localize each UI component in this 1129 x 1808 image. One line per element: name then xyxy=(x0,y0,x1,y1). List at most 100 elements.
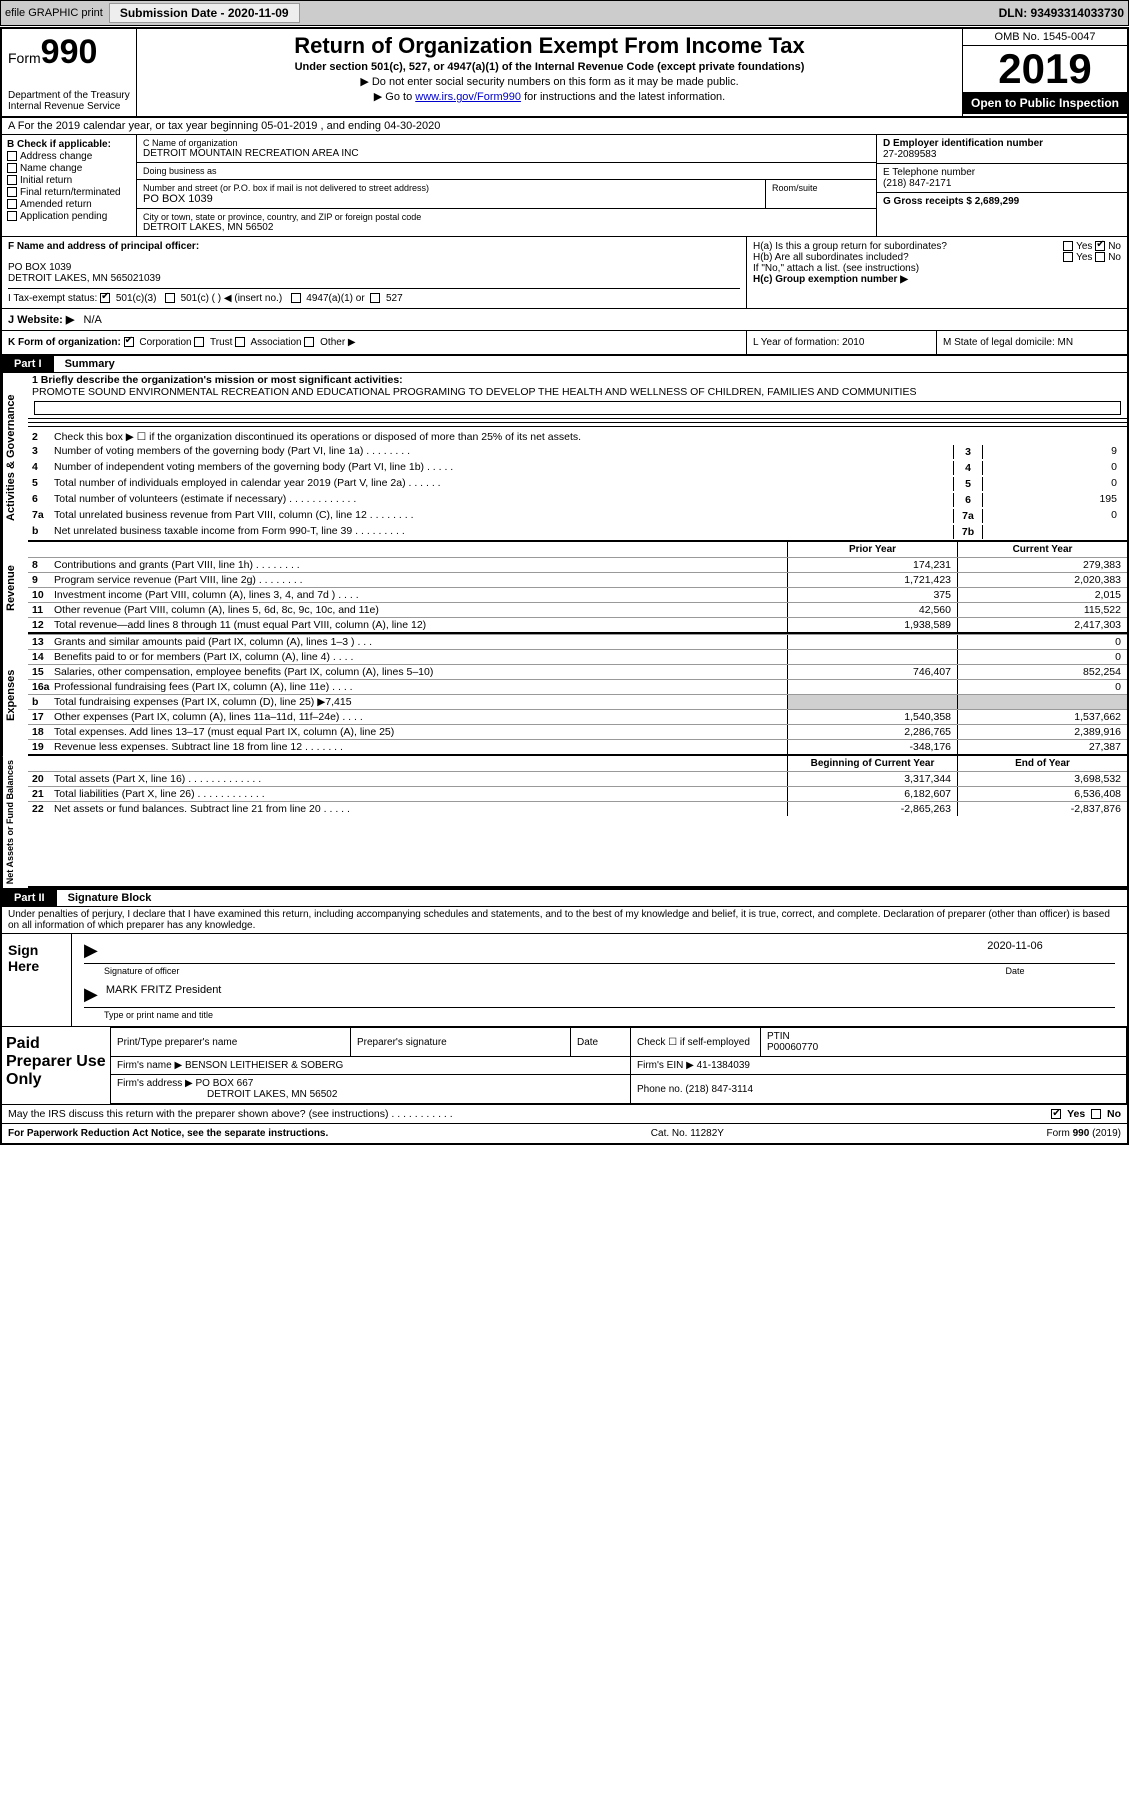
financial-line: 22Net assets or fund balances. Subtract … xyxy=(28,801,1127,816)
current-year-header: Current Year xyxy=(957,542,1127,557)
net-assets-side: Net Assets or Fund Balances xyxy=(2,756,28,888)
submission-date-button[interactable]: Submission Date - 2020-11-09 xyxy=(109,3,300,23)
financial-line: 13Grants and similar amounts paid (Part … xyxy=(28,634,1127,649)
financial-line: 19Revenue less expenses. Subtract line 1… xyxy=(28,739,1127,754)
street-label: Number and street (or P.O. box if mail i… xyxy=(143,183,759,193)
trust-checkbox[interactable] xyxy=(194,337,204,347)
financial-line: 9Program service revenue (Part VIII, lin… xyxy=(28,572,1127,587)
financial-line: 20Total assets (Part X, line 16) . . . .… xyxy=(28,771,1127,786)
501c3-checkbox[interactable] xyxy=(100,293,110,303)
corporation-checkbox[interactable] xyxy=(124,337,134,347)
firm-name: BENSON LEITHEISER & SOBERG xyxy=(185,1060,343,1071)
hb-no-checkbox[interactable] xyxy=(1095,252,1105,262)
firm-ein: 41-1384039 xyxy=(697,1060,750,1071)
inspection-badge: Open to Public Inspection xyxy=(963,92,1127,114)
paperwork-notice: For Paperwork Reduction Act Notice, see … xyxy=(8,1128,328,1139)
tax-year-row: A For the 2019 calendar year, or tax yea… xyxy=(2,118,1127,135)
sig-officer-label: Signature of officer xyxy=(104,966,179,976)
preparer-table: Print/Type preparer's name Preparer's si… xyxy=(110,1027,1127,1104)
discuss-yes-checkbox[interactable] xyxy=(1051,1109,1061,1119)
initial-return-checkbox[interactable] xyxy=(7,175,17,185)
sign-date: 2020-11-06 xyxy=(915,940,1115,961)
expenses-side: Expenses xyxy=(2,634,28,756)
summary-line: 5Total number of individuals employed in… xyxy=(28,476,1127,492)
end-year-header: End of Year xyxy=(957,756,1127,771)
instructions-link[interactable]: www.irs.gov/Form990 xyxy=(415,91,521,103)
part2-header: Part II xyxy=(2,890,57,906)
sign-here-label: Sign Here xyxy=(2,934,72,1026)
phone-value: (218) 847-2171 xyxy=(883,178,1121,189)
summary-line: 4Number of independent voting members of… xyxy=(28,460,1127,476)
summary-line: 3Number of voting members of the governi… xyxy=(28,444,1127,460)
begin-year-header: Beginning of Current Year xyxy=(787,756,957,771)
line-2: Check this box ▶ ☐ if the organization d… xyxy=(54,431,1123,443)
instructions-note: ▶ Go to www.irs.gov/Form990 for instruct… xyxy=(145,90,954,103)
discuss-row: May the IRS discuss this return with the… xyxy=(2,1104,1127,1123)
website-row: J Website: ▶ N/A xyxy=(2,308,1127,330)
mission-label: 1 Briefly describe the organization's mi… xyxy=(32,374,403,386)
other-checkbox[interactable] xyxy=(304,337,314,347)
ha-yes-checkbox[interactable] xyxy=(1063,241,1073,251)
prior-year-header: Prior Year xyxy=(787,542,957,557)
address-change-checkbox[interactable] xyxy=(7,151,17,161)
association-checkbox[interactable] xyxy=(235,337,245,347)
firm-address: PO BOX 667 xyxy=(196,1078,254,1089)
ha-no-checkbox[interactable] xyxy=(1095,241,1105,251)
part1-header: Part I xyxy=(2,356,54,372)
top-toolbar: efile GRAPHIC print Submission Date - 20… xyxy=(0,0,1129,26)
efile-label: efile GRAPHIC print xyxy=(5,7,103,19)
527-checkbox[interactable] xyxy=(370,293,380,303)
final-return-checkbox[interactable] xyxy=(7,187,17,197)
4947-checkbox[interactable] xyxy=(291,293,301,303)
box-g: G Gross receipts $ 2,689,299 xyxy=(877,193,1127,210)
part1-title: Summary xyxy=(57,358,115,370)
summary-line: 7aTotal unrelated business revenue from … xyxy=(28,508,1127,524)
form-subtitle: Under section 501(c), 527, or 4947(a)(1)… xyxy=(145,61,954,73)
discuss-no-checkbox[interactable] xyxy=(1091,1109,1101,1119)
cat-number: Cat. No. 11282Y xyxy=(651,1128,724,1139)
financial-line: 18Total expenses. Add lines 13–17 (must … xyxy=(28,724,1127,739)
org-name-label: C Name of organization xyxy=(143,138,870,148)
org-name: DETROIT MOUNTAIN RECREATION AREA INC xyxy=(143,148,870,159)
form-990-container: Form990 Department of the Treasury Inter… xyxy=(0,27,1129,1145)
box-l: L Year of formation: 2010 xyxy=(747,331,937,354)
box-h: H(a) Is this a group return for subordin… xyxy=(747,237,1127,308)
financial-line: 11Other revenue (Part VIII, column (A), … xyxy=(28,602,1127,617)
financial-line: bTotal fundraising expenses (Part IX, co… xyxy=(28,694,1127,709)
ptin-value: P00060770 xyxy=(767,1042,818,1053)
summary-line: bNet unrelated business taxable income f… xyxy=(28,524,1127,540)
mission-text: PROMOTE SOUND ENVIRONMENTAL RECREATION A… xyxy=(32,386,916,398)
summary-line: 6Total number of volunteers (estimate if… xyxy=(28,492,1127,508)
application-pending-checkbox[interactable] xyxy=(7,211,17,221)
city-label: City or town, state or province, country… xyxy=(143,212,870,222)
hb-yes-checkbox[interactable] xyxy=(1063,252,1073,262)
omb-number: OMB No. 1545-0047 xyxy=(963,29,1127,46)
financial-line: 12Total revenue—add lines 8 through 11 (… xyxy=(28,617,1127,632)
department-label: Department of the Treasury Internal Reve… xyxy=(8,90,130,112)
amended-return-checkbox[interactable] xyxy=(7,199,17,209)
box-b-header: B Check if applicable: xyxy=(7,139,131,150)
financial-line: 15Salaries, other compensation, employee… xyxy=(28,664,1127,679)
arrow-icon: ▶ xyxy=(84,940,98,961)
box-f: F Name and address of principal officer:… xyxy=(2,237,747,308)
dba-label: Doing business as xyxy=(143,166,870,176)
date-label: Date xyxy=(915,966,1115,976)
name-title-label: Type or print name and title xyxy=(74,1010,1125,1024)
form-title: Return of Organization Exempt From Incom… xyxy=(145,33,954,59)
officer-name: MARK FRITZ President xyxy=(106,984,222,1005)
ein-value: 27-2089583 xyxy=(883,149,1121,160)
part2-title: Signature Block xyxy=(60,892,152,904)
activities-governance-side: Activities & Governance xyxy=(2,373,28,542)
declaration-text: Under penalties of perjury, I declare th… xyxy=(2,907,1127,933)
room-label: Room/suite xyxy=(766,180,876,208)
dln-label: DLN: 93493314033730 xyxy=(999,6,1124,20)
name-change-checkbox[interactable] xyxy=(7,163,17,173)
box-b: B Check if applicable: Address change Na… xyxy=(2,135,137,236)
box-e: E Telephone number (218) 847-2171 xyxy=(877,164,1127,193)
street-value: PO BOX 1039 xyxy=(143,193,759,205)
form-number: Form990 xyxy=(8,33,130,72)
501c-checkbox[interactable] xyxy=(165,293,175,303)
paid-preparer-label: Paid Preparer Use Only xyxy=(2,1027,110,1104)
financial-line: 17Other expenses (Part IX, column (A), l… xyxy=(28,709,1127,724)
financial-line: 10Investment income (Part VIII, column (… xyxy=(28,587,1127,602)
